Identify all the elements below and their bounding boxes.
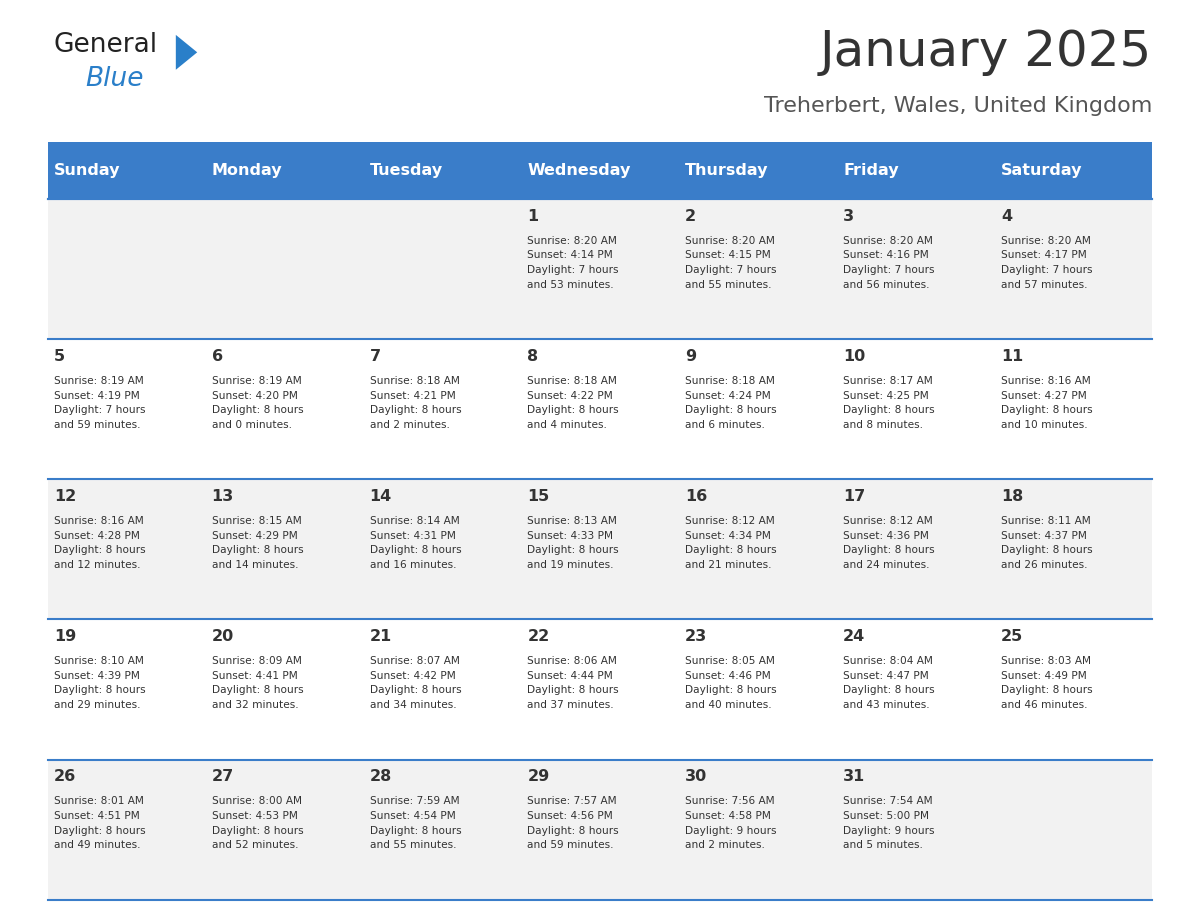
Text: 12: 12 xyxy=(53,489,76,504)
Text: Sunrise: 8:06 AM
Sunset: 4:44 PM
Daylight: 8 hours
and 37 minutes.: Sunrise: 8:06 AM Sunset: 4:44 PM Dayligh… xyxy=(527,655,619,711)
Text: Sunrise: 8:04 AM
Sunset: 4:47 PM
Daylight: 8 hours
and 43 minutes.: Sunrise: 8:04 AM Sunset: 4:47 PM Dayligh… xyxy=(843,655,935,711)
Text: Sunrise: 8:15 AM
Sunset: 4:29 PM
Daylight: 8 hours
and 14 minutes.: Sunrise: 8:15 AM Sunset: 4:29 PM Dayligh… xyxy=(211,516,303,570)
Text: Sunrise: 8:05 AM
Sunset: 4:46 PM
Daylight: 8 hours
and 40 minutes.: Sunrise: 8:05 AM Sunset: 4:46 PM Dayligh… xyxy=(685,655,777,711)
Text: 23: 23 xyxy=(685,629,707,644)
Text: Sunrise: 8:12 AM
Sunset: 4:36 PM
Daylight: 8 hours
and 24 minutes.: Sunrise: 8:12 AM Sunset: 4:36 PM Dayligh… xyxy=(843,516,935,570)
Text: 24: 24 xyxy=(843,629,865,644)
Text: 2: 2 xyxy=(685,209,696,224)
Text: Sunrise: 8:00 AM
Sunset: 4:53 PM
Daylight: 8 hours
and 52 minutes.: Sunrise: 8:00 AM Sunset: 4:53 PM Dayligh… xyxy=(211,796,303,850)
Text: 6: 6 xyxy=(211,349,223,364)
Text: Saturday: Saturday xyxy=(1000,163,1082,178)
Text: Sunday: Sunday xyxy=(53,163,120,178)
Text: 7: 7 xyxy=(369,349,380,364)
Text: Sunrise: 8:20 AM
Sunset: 4:15 PM
Daylight: 7 hours
and 55 minutes.: Sunrise: 8:20 AM Sunset: 4:15 PM Dayligh… xyxy=(685,236,777,290)
Text: 18: 18 xyxy=(1000,489,1023,504)
Text: Wednesday: Wednesday xyxy=(527,163,631,178)
Text: 14: 14 xyxy=(369,489,392,504)
Text: Treherbert, Wales, United Kingdom: Treherbert, Wales, United Kingdom xyxy=(764,96,1152,117)
Text: 3: 3 xyxy=(843,209,854,224)
Text: 8: 8 xyxy=(527,349,538,364)
Text: 28: 28 xyxy=(369,769,392,784)
Text: Sunrise: 8:09 AM
Sunset: 4:41 PM
Daylight: 8 hours
and 32 minutes.: Sunrise: 8:09 AM Sunset: 4:41 PM Dayligh… xyxy=(211,655,303,711)
Text: Blue: Blue xyxy=(86,66,144,92)
Text: Sunrise: 8:12 AM
Sunset: 4:34 PM
Daylight: 8 hours
and 21 minutes.: Sunrise: 8:12 AM Sunset: 4:34 PM Dayligh… xyxy=(685,516,777,570)
Text: Sunrise: 7:59 AM
Sunset: 4:54 PM
Daylight: 8 hours
and 55 minutes.: Sunrise: 7:59 AM Sunset: 4:54 PM Dayligh… xyxy=(369,796,461,850)
Text: Sunrise: 8:16 AM
Sunset: 4:28 PM
Daylight: 8 hours
and 12 minutes.: Sunrise: 8:16 AM Sunset: 4:28 PM Dayligh… xyxy=(53,516,145,570)
Text: Sunrise: 8:17 AM
Sunset: 4:25 PM
Daylight: 8 hours
and 8 minutes.: Sunrise: 8:17 AM Sunset: 4:25 PM Dayligh… xyxy=(843,375,935,431)
Text: 26: 26 xyxy=(53,769,76,784)
Text: 25: 25 xyxy=(1000,629,1023,644)
Text: Sunrise: 8:19 AM
Sunset: 4:20 PM
Daylight: 8 hours
and 0 minutes.: Sunrise: 8:19 AM Sunset: 4:20 PM Dayligh… xyxy=(211,375,303,431)
Text: 19: 19 xyxy=(53,629,76,644)
Text: Sunrise: 7:54 AM
Sunset: 5:00 PM
Daylight: 9 hours
and 5 minutes.: Sunrise: 7:54 AM Sunset: 5:00 PM Dayligh… xyxy=(843,796,935,850)
Text: 1: 1 xyxy=(527,209,538,224)
Text: Tuesday: Tuesday xyxy=(369,163,443,178)
Text: Sunrise: 8:07 AM
Sunset: 4:42 PM
Daylight: 8 hours
and 34 minutes.: Sunrise: 8:07 AM Sunset: 4:42 PM Dayligh… xyxy=(369,655,461,711)
Text: 11: 11 xyxy=(1000,349,1023,364)
Text: Sunrise: 8:10 AM
Sunset: 4:39 PM
Daylight: 8 hours
and 29 minutes.: Sunrise: 8:10 AM Sunset: 4:39 PM Dayligh… xyxy=(53,655,145,711)
Text: Sunrise: 7:57 AM
Sunset: 4:56 PM
Daylight: 8 hours
and 59 minutes.: Sunrise: 7:57 AM Sunset: 4:56 PM Dayligh… xyxy=(527,796,619,850)
Text: Monday: Monday xyxy=(211,163,283,178)
Text: 4: 4 xyxy=(1000,209,1012,224)
Text: Friday: Friday xyxy=(843,163,898,178)
Text: Thursday: Thursday xyxy=(685,163,769,178)
Text: Sunrise: 8:11 AM
Sunset: 4:37 PM
Daylight: 8 hours
and 26 minutes.: Sunrise: 8:11 AM Sunset: 4:37 PM Dayligh… xyxy=(1000,516,1093,570)
Text: 21: 21 xyxy=(369,629,392,644)
Text: 30: 30 xyxy=(685,769,707,784)
Text: General: General xyxy=(53,32,158,58)
Text: Sunrise: 8:20 AM
Sunset: 4:17 PM
Daylight: 7 hours
and 57 minutes.: Sunrise: 8:20 AM Sunset: 4:17 PM Dayligh… xyxy=(1000,236,1092,290)
Text: Sunrise: 8:14 AM
Sunset: 4:31 PM
Daylight: 8 hours
and 16 minutes.: Sunrise: 8:14 AM Sunset: 4:31 PM Dayligh… xyxy=(369,516,461,570)
Text: 31: 31 xyxy=(843,769,865,784)
Text: 22: 22 xyxy=(527,629,550,644)
Text: Sunrise: 8:18 AM
Sunset: 4:21 PM
Daylight: 8 hours
and 2 minutes.: Sunrise: 8:18 AM Sunset: 4:21 PM Dayligh… xyxy=(369,375,461,431)
Text: 10: 10 xyxy=(843,349,865,364)
Text: Sunrise: 8:20 AM
Sunset: 4:14 PM
Daylight: 7 hours
and 53 minutes.: Sunrise: 8:20 AM Sunset: 4:14 PM Dayligh… xyxy=(527,236,619,290)
Text: Sunrise: 8:13 AM
Sunset: 4:33 PM
Daylight: 8 hours
and 19 minutes.: Sunrise: 8:13 AM Sunset: 4:33 PM Dayligh… xyxy=(527,516,619,570)
Text: 20: 20 xyxy=(211,629,234,644)
Text: Sunrise: 8:19 AM
Sunset: 4:19 PM
Daylight: 7 hours
and 59 minutes.: Sunrise: 8:19 AM Sunset: 4:19 PM Dayligh… xyxy=(53,375,145,431)
Text: Sunrise: 8:20 AM
Sunset: 4:16 PM
Daylight: 7 hours
and 56 minutes.: Sunrise: 8:20 AM Sunset: 4:16 PM Dayligh… xyxy=(843,236,935,290)
Text: Sunrise: 8:16 AM
Sunset: 4:27 PM
Daylight: 8 hours
and 10 minutes.: Sunrise: 8:16 AM Sunset: 4:27 PM Dayligh… xyxy=(1000,375,1093,431)
Text: 27: 27 xyxy=(211,769,234,784)
Text: Sunrise: 8:03 AM
Sunset: 4:49 PM
Daylight: 8 hours
and 46 minutes.: Sunrise: 8:03 AM Sunset: 4:49 PM Dayligh… xyxy=(1000,655,1093,711)
Text: 17: 17 xyxy=(843,489,865,504)
Text: Sunrise: 8:01 AM
Sunset: 4:51 PM
Daylight: 8 hours
and 49 minutes.: Sunrise: 8:01 AM Sunset: 4:51 PM Dayligh… xyxy=(53,796,145,850)
Text: 13: 13 xyxy=(211,489,234,504)
Text: 5: 5 xyxy=(53,349,65,364)
Text: 16: 16 xyxy=(685,489,707,504)
Text: 9: 9 xyxy=(685,349,696,364)
Text: Sunrise: 8:18 AM
Sunset: 4:24 PM
Daylight: 8 hours
and 6 minutes.: Sunrise: 8:18 AM Sunset: 4:24 PM Dayligh… xyxy=(685,375,777,431)
Text: January 2025: January 2025 xyxy=(820,28,1152,75)
Text: 15: 15 xyxy=(527,489,550,504)
Text: 29: 29 xyxy=(527,769,550,784)
Text: Sunrise: 8:18 AM
Sunset: 4:22 PM
Daylight: 8 hours
and 4 minutes.: Sunrise: 8:18 AM Sunset: 4:22 PM Dayligh… xyxy=(527,375,619,431)
Text: Sunrise: 7:56 AM
Sunset: 4:58 PM
Daylight: 9 hours
and 2 minutes.: Sunrise: 7:56 AM Sunset: 4:58 PM Dayligh… xyxy=(685,796,777,850)
